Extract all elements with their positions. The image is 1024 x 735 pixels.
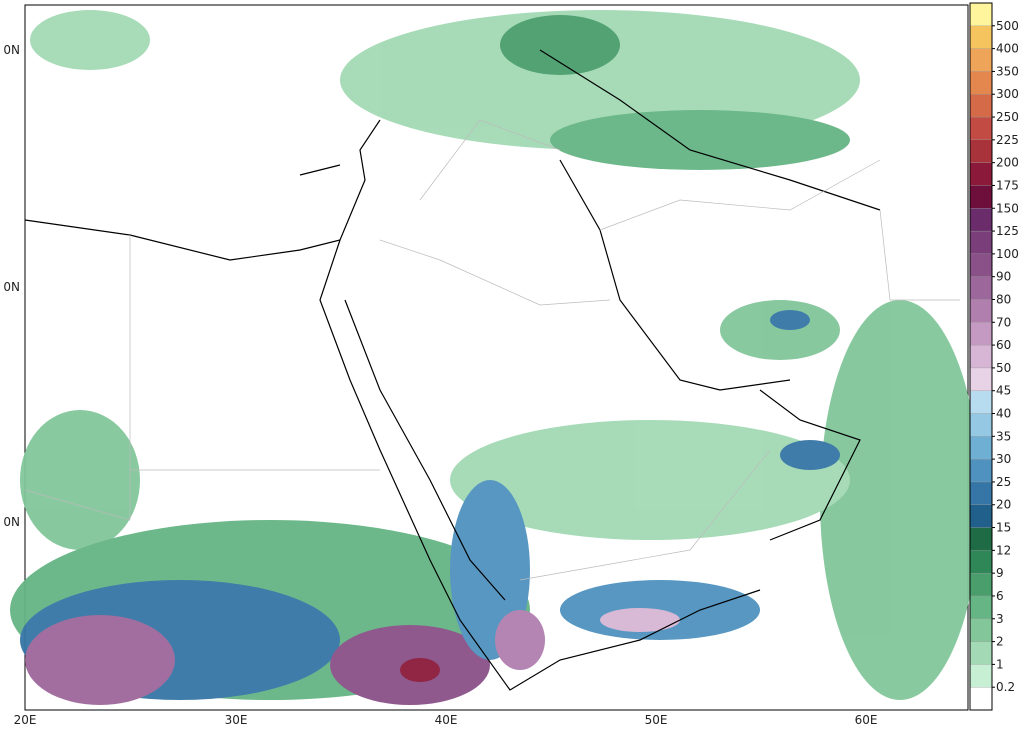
colorbar-label: 300: [996, 87, 1019, 101]
colorbar-label: 350: [996, 64, 1019, 78]
colorbar-cell: [969, 322, 993, 346]
borders: [24, 119, 960, 581]
colorbar-cell: [969, 2, 993, 26]
colorbar-label: 0.2: [996, 680, 1015, 694]
colorbar-cell: [969, 367, 993, 391]
colorbar-label: 30: [996, 452, 1011, 466]
colorbar-cell: [969, 48, 993, 72]
colorbar-label: 3: [996, 612, 1004, 626]
x-tick-label: 60E: [855, 713, 878, 727]
x-tick-label: 30E: [225, 713, 248, 727]
colorbar-label: 15: [996, 521, 1011, 535]
colorbar-label: 500: [996, 19, 1019, 33]
colorbar-cell: [969, 94, 993, 118]
colorbar-label: 200: [996, 156, 1019, 170]
x-tick-label: 50E: [645, 713, 668, 727]
colorbar-label: 6: [996, 589, 1004, 603]
colorbar-cell: [969, 25, 993, 49]
colorbar-cell: [969, 458, 993, 483]
colorbar-label: 2: [996, 635, 1004, 649]
y-tick-label: 0N: [3, 515, 20, 529]
colorbar-label: 60: [996, 338, 1011, 352]
colorbar-label: 70: [996, 315, 1011, 329]
colorbar-cell: [969, 664, 993, 688]
colorbar-cell: [969, 413, 993, 437]
map-panel: [10, 4, 980, 711]
colorbar-label: 175: [996, 178, 1019, 192]
colorbar-cell: [969, 687, 993, 711]
colorbar-frame: [969, 2, 993, 711]
colorbar: 0.21236912152025303540455060708090100125…: [969, 2, 1019, 711]
colorbar-cell: [969, 618, 993, 642]
colorbar-label: 225: [996, 133, 1019, 147]
colorbar-label: 9: [996, 566, 1004, 580]
colorbar-label: 40: [996, 407, 1011, 421]
colorbar-cell: [969, 481, 993, 505]
colorbar-label: 20: [996, 498, 1011, 512]
colorbar-cell: [969, 208, 993, 232]
colorbar-cell: [969, 116, 993, 140]
x-tick-label: 40E: [435, 713, 458, 727]
colorbar-cell: [969, 436, 993, 460]
colorbar-cell: [969, 641, 993, 665]
colorbar-cell: [969, 344, 993, 369]
colorbar-cell: [969, 253, 993, 277]
colorbar-cell: [969, 71, 993, 95]
y-tick-label: 0N: [3, 43, 20, 57]
colorbar-label: 400: [996, 42, 1019, 56]
colorbar-label: 50: [996, 361, 1011, 375]
colorbar-label: 35: [996, 429, 1011, 443]
colorbar-cell: [969, 139, 993, 163]
colorbar-cell: [969, 299, 993, 323]
axis-labels: 20E 30E 40E 50E 60E 0N 0N 0N: [3, 43, 877, 727]
x-tick-label: 20E: [14, 713, 37, 727]
colorbar-label: 1: [996, 657, 1004, 671]
coastlines: [24, 49, 881, 691]
colorbar-cell: [969, 230, 993, 255]
colorbar-label: 25: [996, 475, 1011, 489]
colorbar-label: 250: [996, 110, 1019, 124]
colorbar-cell: [969, 527, 993, 551]
colorbar-label: 150: [996, 201, 1019, 215]
colorbar-label: 45: [996, 384, 1011, 398]
colorbar-cell: [969, 573, 993, 597]
colorbar-cell: [969, 550, 993, 574]
colorbar-cell: [969, 595, 993, 619]
colorbar-label: 100: [996, 247, 1019, 261]
colorbar-label: 90: [996, 270, 1011, 284]
colorbar-cell: [969, 504, 993, 528]
y-tick-label: 0N: [3, 280, 20, 294]
colorbar-cell: [969, 162, 993, 186]
colorbar-cell: [969, 185, 993, 209]
colorbar-cell: [969, 390, 993, 414]
colorbar-cell: [969, 276, 993, 300]
colorbar-label: 125: [996, 224, 1019, 238]
colorbar-label: 12: [996, 543, 1011, 557]
colorbar-label: 80: [996, 292, 1011, 306]
precip-field: [10, 10, 980, 705]
